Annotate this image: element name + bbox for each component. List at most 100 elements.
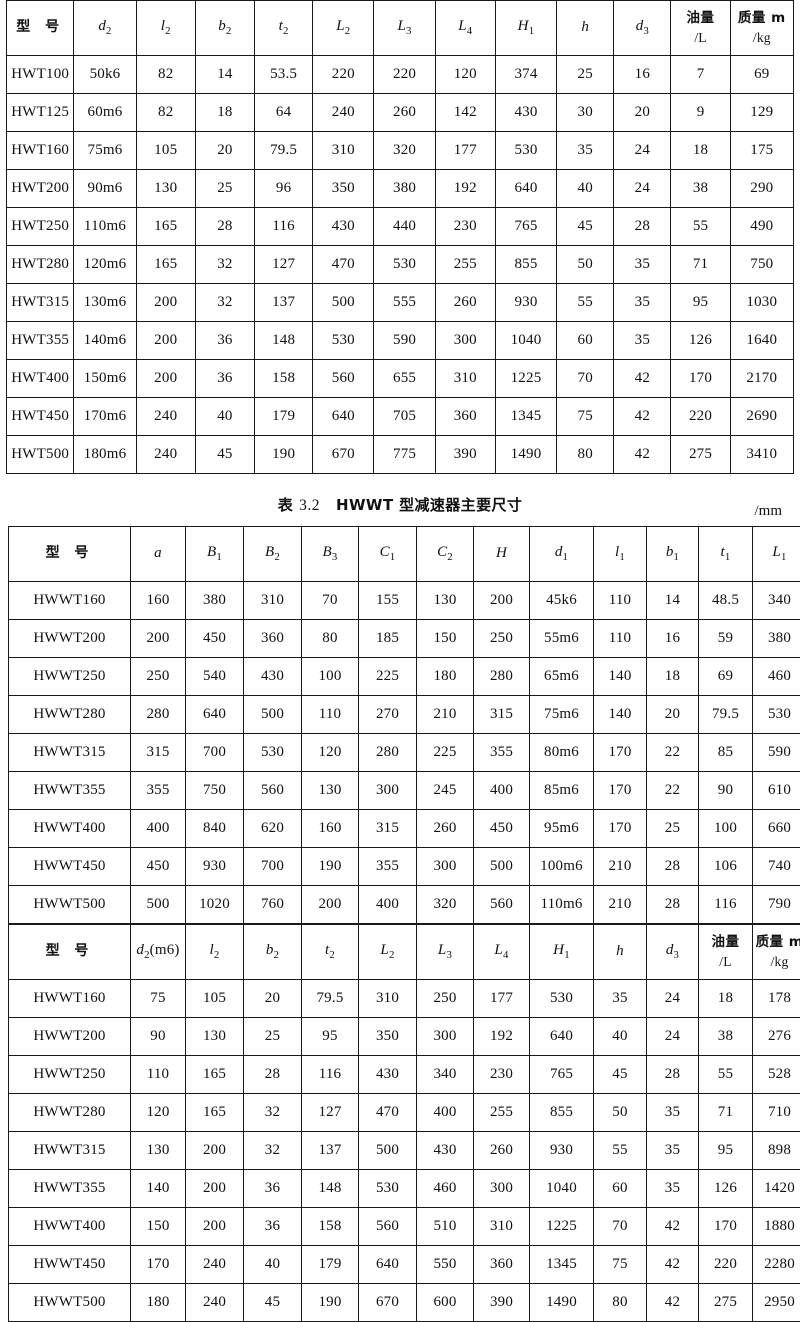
- cell-value: 710: [753, 1094, 800, 1132]
- cell-value: 200: [186, 1170, 244, 1208]
- column-header-H1: H1: [495, 1, 556, 56]
- cell-value: 180m6: [74, 436, 136, 474]
- cell-value: 300: [359, 772, 417, 810]
- column-header-symbol: H1: [553, 942, 570, 958]
- column-header-t2: t2: [302, 925, 359, 980]
- cell-value: 355: [474, 734, 530, 772]
- cell-value: 129: [730, 94, 793, 132]
- cell-value: 240: [136, 398, 195, 436]
- cell-value: 178: [753, 980, 800, 1018]
- cell-value: 230: [474, 1056, 530, 1094]
- cell-value: 110m6: [74, 208, 136, 246]
- cell-value: 60: [594, 1170, 647, 1208]
- column-header-L2: L2: [359, 925, 417, 980]
- column-header-B1: B1: [186, 527, 244, 582]
- column-header-symbol: t2: [325, 942, 335, 958]
- cell-value: 140: [594, 696, 647, 734]
- column-header-symbol: t1: [721, 544, 731, 560]
- cell-value: 30: [557, 94, 614, 132]
- cell-value: 440: [374, 208, 435, 246]
- cell-value: 315: [474, 696, 530, 734]
- cell-value: 510: [417, 1208, 474, 1246]
- cell-value: 32: [244, 1132, 302, 1170]
- cell-value: 50: [594, 1094, 647, 1132]
- cell-model: HWWT160: [9, 582, 131, 620]
- cell-value: 79.5: [255, 132, 313, 170]
- cell-value: 45: [195, 436, 254, 474]
- cell-value: 230: [435, 208, 495, 246]
- column-header-d2: d2: [74, 1, 136, 56]
- cell-value: 250: [474, 620, 530, 658]
- cell-value: 75m6: [74, 132, 136, 170]
- cell-value: 148: [255, 322, 313, 360]
- cell-value: 14: [647, 582, 699, 620]
- cell-value: 170: [594, 810, 647, 848]
- cell-value: 300: [417, 1018, 474, 1056]
- cell-value: 116: [699, 886, 753, 924]
- cell-value: 245: [417, 772, 474, 810]
- cell-value: 42: [647, 1246, 699, 1284]
- column-header-model: 型 号: [9, 925, 131, 980]
- cell-value: 120: [435, 56, 495, 94]
- caption-unit: /mm: [754, 503, 782, 520]
- cell-value: 300: [474, 1170, 530, 1208]
- cell-model: HWWT450: [9, 1246, 131, 1284]
- cell-value: 470: [359, 1094, 417, 1132]
- cell-model: HWWT500: [9, 886, 131, 924]
- cell-value: 340: [753, 582, 800, 620]
- cell-value: 530: [495, 132, 556, 170]
- cell-value: 775: [374, 436, 435, 474]
- cell-value: 80m6: [530, 734, 594, 772]
- cell-value: 200: [131, 620, 186, 658]
- column-header-symbol: L2: [336, 18, 350, 34]
- cell-value: 82: [136, 56, 195, 94]
- cell-value: 400: [131, 810, 186, 848]
- cell-value: 18: [699, 980, 753, 1018]
- cell-value: 260: [435, 284, 495, 322]
- column-header-L4: L4: [474, 925, 530, 980]
- cell-value: 148: [302, 1170, 359, 1208]
- cell-value: 32: [195, 284, 254, 322]
- cell-value: 116: [302, 1056, 359, 1094]
- table-3-2-caption: 表 3.2 HWWT 型减速器主要尺寸 /mm: [0, 488, 800, 526]
- cell-value: 380: [186, 582, 244, 620]
- column-header-b2: b2: [195, 1, 254, 56]
- cell-value: 640: [359, 1246, 417, 1284]
- cell-value: 40: [594, 1018, 647, 1056]
- cell-model: HWT355: [7, 322, 74, 360]
- cell-value: 126: [671, 322, 730, 360]
- cell-value: 200: [136, 284, 195, 322]
- cell-value: 60: [557, 322, 614, 360]
- cell-value: 220: [699, 1246, 753, 1284]
- cell-value: 430: [495, 94, 556, 132]
- column-header-L1: L1: [753, 527, 800, 582]
- column-header-symbol: H: [496, 545, 507, 561]
- cell-value: 620: [244, 810, 302, 848]
- cell-value: 500: [313, 284, 374, 322]
- cell-model: HWT160: [7, 132, 74, 170]
- cell-value: 35: [614, 284, 671, 322]
- cell-model: HWWT250: [9, 1056, 131, 1094]
- cell-value: 930: [530, 1132, 594, 1170]
- column-header-unit: /kg: [771, 955, 789, 970]
- cell-value: 116: [255, 208, 313, 246]
- cell-value: 225: [359, 658, 417, 696]
- cell-value: 28: [647, 848, 699, 886]
- column-header-unit: /L: [694, 31, 706, 46]
- cell-value: 700: [186, 734, 244, 772]
- cell-value: 225: [417, 734, 474, 772]
- column-header-symbol: b2: [266, 942, 279, 958]
- column-header-symbol: d2(m6): [136, 942, 179, 958]
- cell-value: 350: [313, 170, 374, 208]
- cell-value: 640: [186, 696, 244, 734]
- cell-value: 192: [474, 1018, 530, 1056]
- cell-value: 90m6: [74, 170, 136, 208]
- cell-value: 210: [594, 886, 647, 924]
